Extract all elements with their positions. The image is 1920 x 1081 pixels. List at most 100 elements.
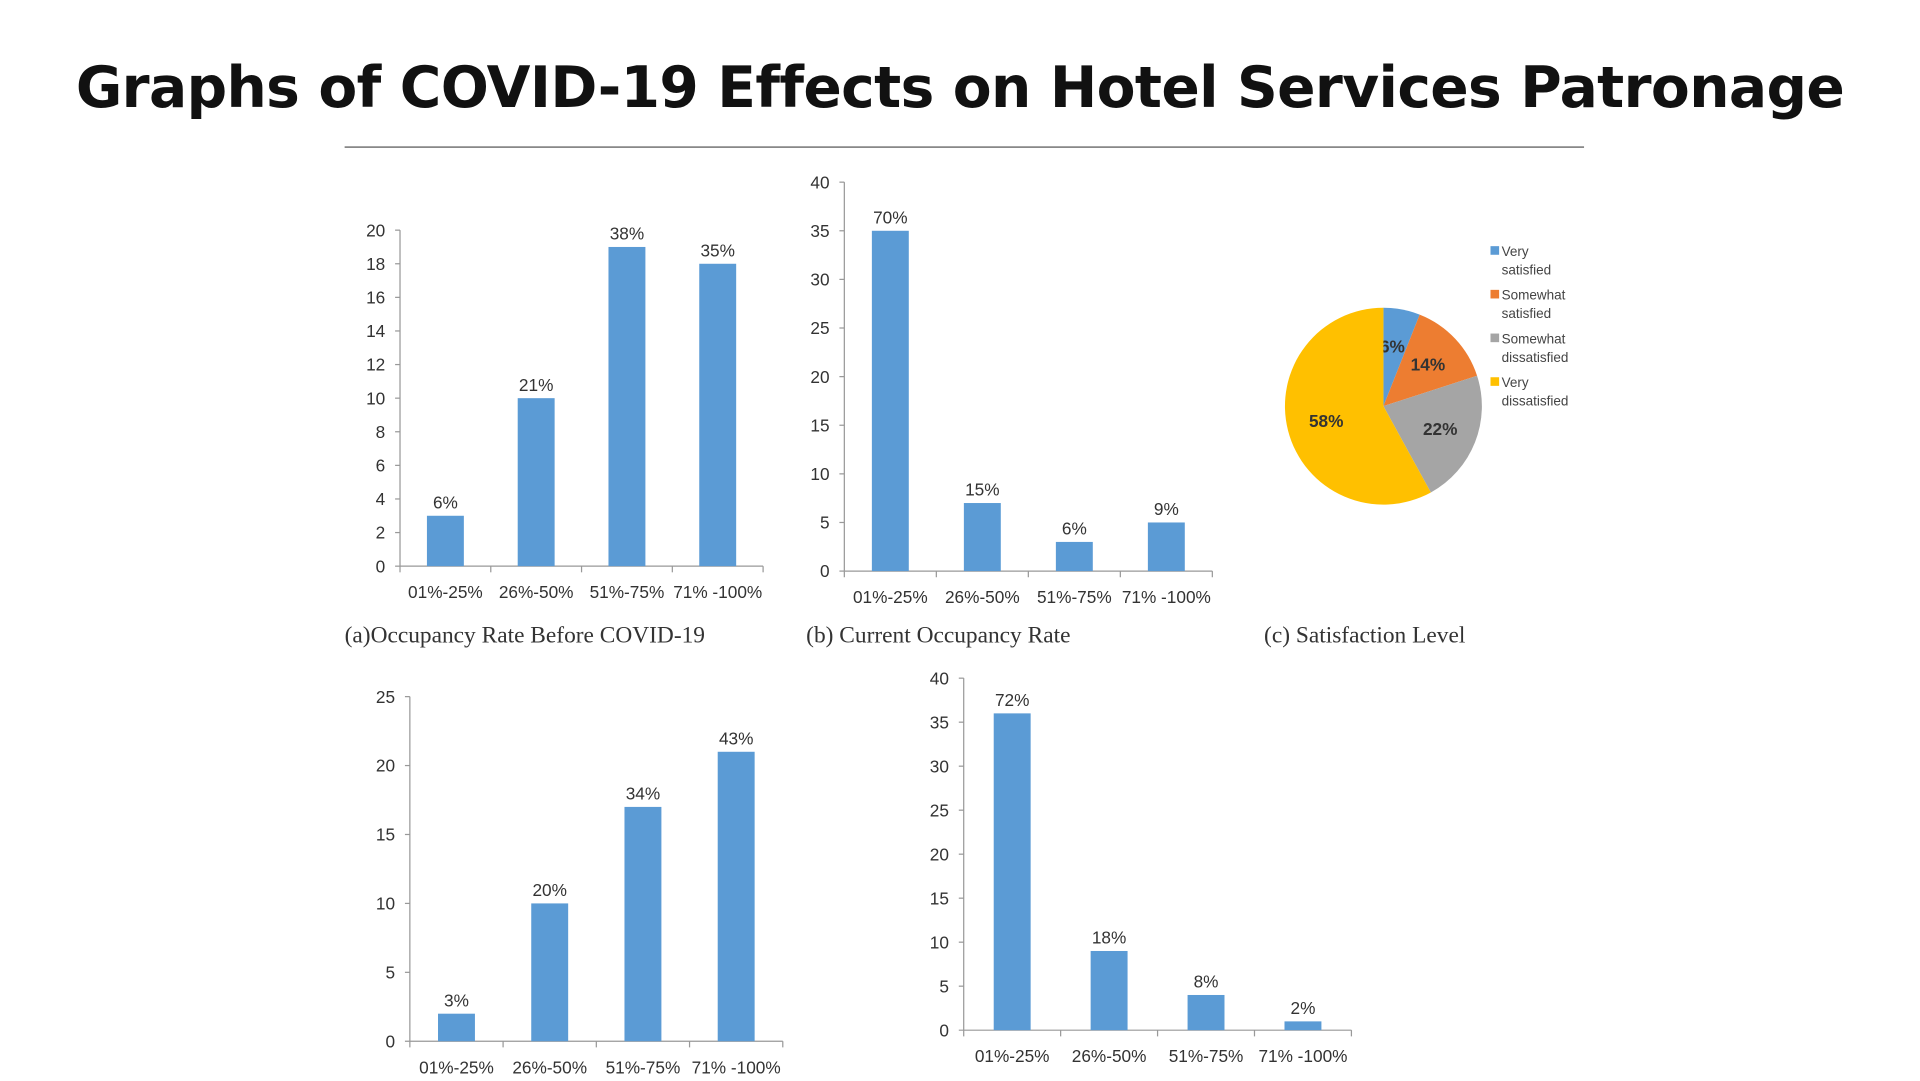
data-label: 35% (700, 240, 734, 260)
bar-01%-25% (438, 1013, 475, 1042)
x-tick-label: 01%-25% (419, 1057, 494, 1077)
legend-label: dissatisfied (1502, 350, 1569, 365)
legend-label: Somewhat (1502, 288, 1566, 303)
y-tick-label: 12 (366, 355, 385, 375)
y-tick-label: 6 (376, 456, 386, 476)
bar-26%-50% (1090, 950, 1128, 1031)
y-tick-label: 2 (376, 523, 386, 543)
legend-swatch (1490, 377, 1500, 386)
legend-label: dissatisfied (1502, 394, 1569, 409)
legend-swatch (1490, 289, 1500, 299)
page-title: Graphs of COVID-19 Effects on Hotel Serv… (75, 54, 1845, 121)
data-label: 6% (433, 492, 458, 512)
slice-label: 6% (1380, 336, 1405, 356)
y-tick-label: 20 (810, 367, 829, 387)
legend-label: Very (1502, 375, 1529, 390)
data-label: 43% (719, 728, 753, 748)
bar-01%-25% (993, 713, 1031, 1031)
bar-26%-50% (531, 903, 569, 1042)
y-tick-label: 35 (930, 712, 949, 732)
bar-51%-75% (1055, 541, 1093, 572)
x-tick-label: 51%-75% (606, 1057, 681, 1077)
y-tick-label: 0 (386, 1031, 396, 1051)
y-tick-label: 0 (939, 1020, 949, 1040)
x-tick-label: 51%-75% (1169, 1046, 1244, 1066)
y-tick-label: 40 (930, 668, 949, 688)
x-tick-label: 26%-50% (945, 587, 1020, 607)
data-label: 70% (873, 207, 907, 227)
bar-71% -100% (699, 263, 737, 567)
pie-slice-very-satisfied (1383, 307, 1420, 407)
y-tick-label: 35 (810, 221, 829, 241)
legend-swatch (1490, 246, 1500, 255)
x-tick-label: 71% -100% (673, 582, 762, 602)
data-label: 3% (444, 990, 469, 1010)
bar-26%-50% (517, 398, 555, 567)
data-label: 9% (1154, 499, 1179, 519)
y-tick-label: 15 (376, 825, 395, 845)
y-tick-label: 10 (366, 388, 385, 408)
y-tick-label: 5 (820, 513, 830, 533)
y-tick-label: 30 (810, 270, 829, 290)
legend-label: satisfied (1502, 262, 1552, 277)
y-tick-label: 10 (810, 464, 829, 484)
slice-label: 22% (1423, 419, 1457, 439)
data-label: 72% (995, 690, 1029, 710)
y-tick-label: 30 (930, 756, 949, 776)
data-label: 20% (532, 880, 566, 900)
y-tick-label: 20 (376, 756, 395, 776)
y-tick-label: 40 (810, 172, 829, 192)
data-label: 18% (1092, 928, 1126, 948)
x-tick-label: 26%-50% (512, 1057, 587, 1077)
data-label: 8% (1194, 972, 1219, 992)
y-tick-label: 5 (939, 976, 949, 996)
bar-51%-75% (608, 246, 646, 567)
y-tick-label: 14 (366, 321, 386, 341)
y-tick-label: 4 (376, 489, 386, 509)
bar-71% -100% (717, 751, 755, 1042)
data-label: 2% (1291, 998, 1316, 1018)
x-tick-label: 51%-75% (1037, 587, 1112, 607)
x-tick-label: 71% -100% (1122, 587, 1211, 607)
y-tick-label: 10 (376, 894, 395, 914)
bar-51%-75% (1187, 994, 1225, 1031)
y-tick-label: 8 (376, 422, 386, 442)
x-tick-label: 51%-75% (590, 582, 665, 602)
y-tick-label: 20 (930, 844, 949, 864)
x-tick-label: 71% -100% (1258, 1046, 1347, 1066)
bar-51%-75% (624, 806, 662, 1042)
y-tick-label: 18 (366, 254, 385, 274)
bar-71% -100% (1284, 1021, 1322, 1031)
y-tick-label: 25 (376, 687, 395, 707)
bar-01%-25% (871, 230, 909, 572)
bar-71% -100% (1147, 522, 1185, 572)
legend-label: Somewhat (1502, 331, 1566, 346)
x-tick-label: 71% -100% (692, 1057, 781, 1077)
y-tick-label: 5 (386, 962, 396, 982)
y-tick-label: 25 (810, 318, 829, 338)
y-tick-label: 16 (366, 288, 385, 308)
bar-26%-50% (963, 503, 1001, 572)
title-divider (344, 146, 1585, 148)
data-label: 6% (1062, 519, 1087, 539)
slice-label: 14% (1411, 355, 1445, 375)
data-label: 21% (519, 375, 553, 395)
bar-01%-25% (426, 515, 464, 567)
legend-label: Very (1502, 244, 1529, 259)
caption-a: (a)Occupancy Rate Before COVID-19 (344, 622, 705, 649)
y-tick-label: 15 (810, 415, 829, 435)
x-tick-label: 01%-25% (408, 582, 483, 602)
data-label: 38% (610, 224, 644, 244)
x-tick-label: 01%-25% (975, 1046, 1050, 1066)
legend-label: satisfied (1502, 306, 1552, 321)
x-tick-label: 01%-25% (853, 587, 928, 607)
y-tick-label: 0 (820, 561, 830, 581)
data-label: 34% (626, 784, 660, 804)
y-tick-label: 0 (376, 556, 386, 576)
caption-c: (c) Satisfaction Level (1264, 622, 1466, 649)
y-tick-label: 20 (366, 220, 385, 240)
caption-b: (b) Current Occupancy Rate (806, 622, 1071, 649)
y-tick-label: 25 (930, 800, 949, 820)
